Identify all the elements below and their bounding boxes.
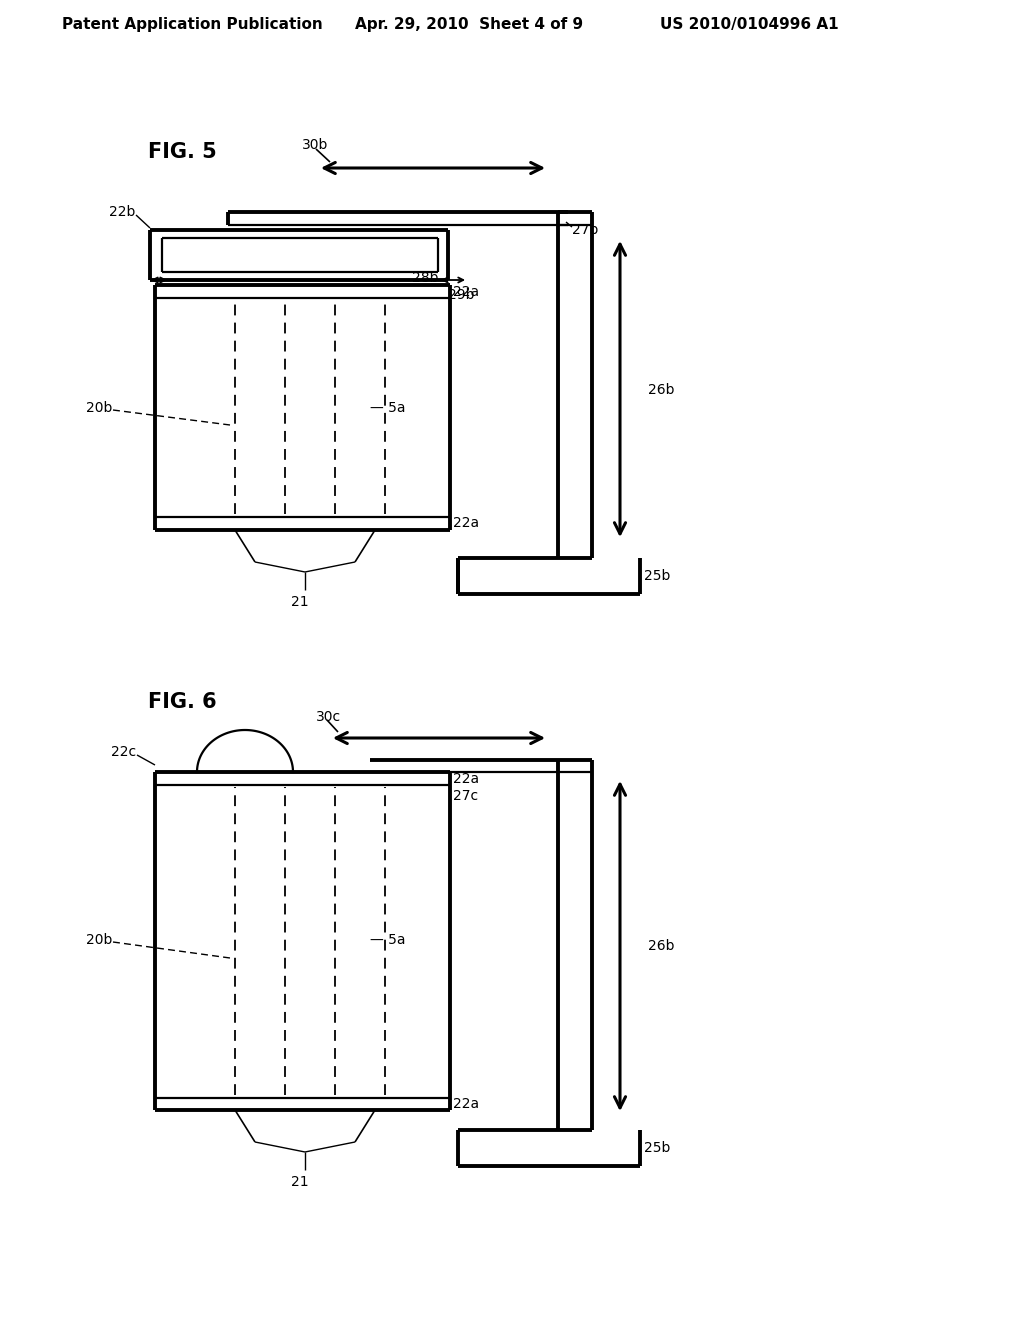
Text: Apr. 29, 2010  Sheet 4 of 9: Apr. 29, 2010 Sheet 4 of 9 xyxy=(355,16,583,32)
Text: US 2010/0104996 A1: US 2010/0104996 A1 xyxy=(660,16,839,32)
Text: — 5a: — 5a xyxy=(370,401,406,414)
Text: 26b: 26b xyxy=(648,383,675,397)
Text: 27b: 27b xyxy=(572,223,598,238)
Text: 22a: 22a xyxy=(453,772,479,785)
Text: 27c: 27c xyxy=(453,789,478,803)
Text: 22c: 22c xyxy=(111,744,136,759)
Text: 25b: 25b xyxy=(644,1140,671,1155)
Text: 28b: 28b xyxy=(412,271,438,285)
Text: 22a: 22a xyxy=(453,285,479,300)
Text: 30c: 30c xyxy=(316,710,341,723)
Text: 29b: 29b xyxy=(449,288,474,302)
Text: 21: 21 xyxy=(291,595,309,609)
Text: 22b: 22b xyxy=(109,205,135,219)
Text: 21: 21 xyxy=(291,1175,309,1189)
Text: FIG. 6: FIG. 6 xyxy=(148,692,217,711)
Text: Patent Application Publication: Patent Application Publication xyxy=(62,16,323,32)
Text: 20b: 20b xyxy=(86,933,112,946)
Text: 22a: 22a xyxy=(453,1097,479,1111)
Text: 26b: 26b xyxy=(648,939,675,953)
Text: FIG. 5: FIG. 5 xyxy=(148,143,217,162)
Text: 25b: 25b xyxy=(644,569,671,583)
Text: — 5a: — 5a xyxy=(370,933,406,946)
Text: 30b: 30b xyxy=(302,139,329,152)
Text: 22a: 22a xyxy=(453,516,479,531)
Text: 20b: 20b xyxy=(86,401,112,414)
